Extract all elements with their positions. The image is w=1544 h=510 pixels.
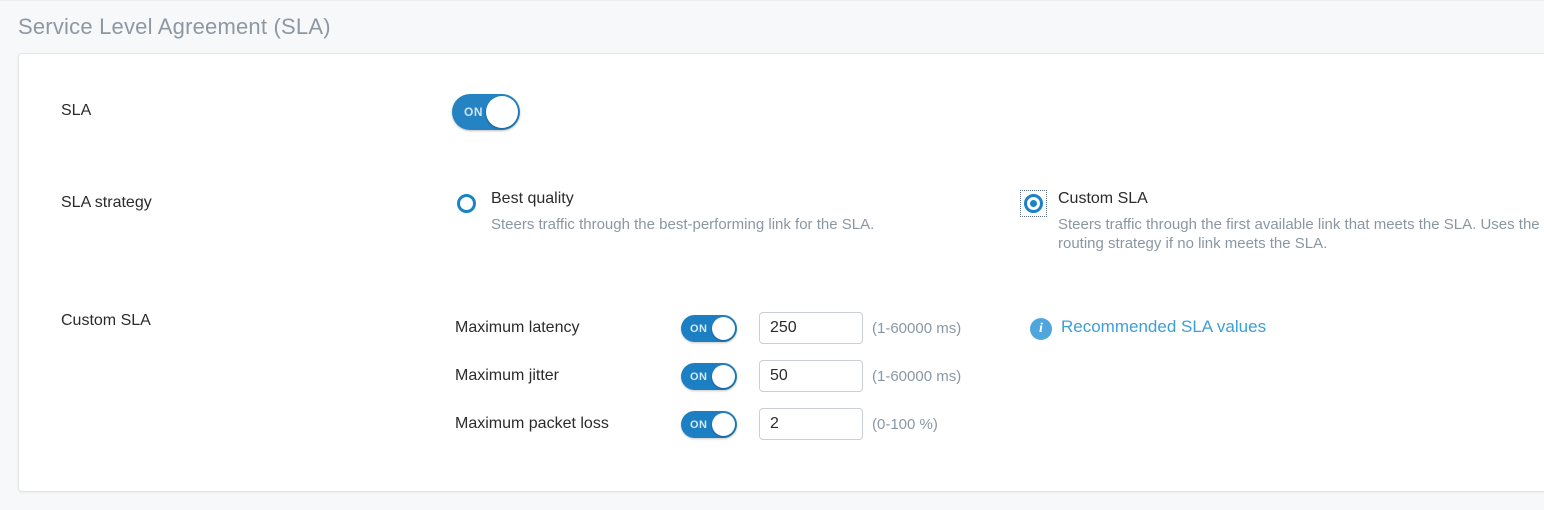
sla-toggle-label: ON [464, 105, 483, 119]
radio-best-quality-mark[interactable] [457, 194, 476, 213]
info-icon-glyph: i [1039, 321, 1043, 336]
sla-toggle[interactable]: ON [452, 94, 520, 130]
field-maximum-packet-loss-toggle-knob [712, 413, 735, 436]
sla-row: SLA ON [19, 94, 1544, 154]
radio-best-quality-label[interactable]: Best quality [491, 190, 574, 207]
recommended-sla-values-label[interactable]: Recommended SLA values [1061, 317, 1267, 336]
field-maximum-jitter-toggle-label: ON [690, 370, 708, 383]
radio-custom-sla-mark[interactable] [1024, 194, 1043, 213]
info-icon: i [1030, 318, 1052, 340]
sla-settings-card: SLA ON SLA strategy Best quality Steers … [18, 53, 1544, 492]
field-maximum-packet-loss-input[interactable] [759, 408, 863, 440]
field-maximum-packet-loss-hint: (0-100 %) [872, 416, 938, 433]
sla-row-label: SLA [61, 102, 92, 119]
field-maximum-packet-loss-toggle-label: ON [690, 418, 708, 431]
field-maximum-jitter-label: Maximum jitter [455, 367, 560, 384]
custom-sla-row: Custom SLA Maximum latency ON (1-60000 m… [19, 307, 1544, 457]
field-maximum-jitter-toggle-knob [712, 365, 735, 388]
field-maximum-jitter-input[interactable] [759, 360, 863, 392]
radio-custom-sla-description: Steers traffic through the first availab… [1058, 216, 1540, 252]
radio-custom-sla-label[interactable]: Custom SLA [1058, 190, 1148, 207]
field-maximum-jitter-hint: (1-60000 ms) [872, 368, 962, 385]
field-maximum-latency-toggle[interactable]: ON [681, 315, 737, 342]
radio-custom-sla-focus-ring [1020, 190, 1047, 217]
field-maximum-latency-toggle-label: ON [690, 322, 708, 335]
radio-best-quality-description: Steers traffic through the best-performi… [491, 216, 875, 233]
field-maximum-latency-label: Maximum latency [455, 319, 580, 336]
field-maximum-latency-input[interactable] [759, 312, 863, 344]
sla-toggle-knob [486, 96, 518, 128]
sla-strategy-row: SLA strategy Best quality Steers traffic… [19, 190, 1544, 274]
page-title: Service Level Agreement (SLA) [18, 14, 331, 39]
field-maximum-latency-toggle-knob [712, 317, 735, 340]
sla-strategy-row-label: SLA strategy [61, 194, 152, 211]
field-maximum-packet-loss-label: Maximum packet loss [455, 415, 609, 432]
field-maximum-latency-hint: (1-60000 ms) [872, 320, 962, 337]
field-maximum-jitter-toggle[interactable]: ON [681, 363, 737, 390]
top-separator [0, 0, 1544, 1]
custom-sla-row-label: Custom SLA [61, 312, 151, 329]
field-maximum-packet-loss-toggle[interactable]: ON [681, 411, 737, 438]
